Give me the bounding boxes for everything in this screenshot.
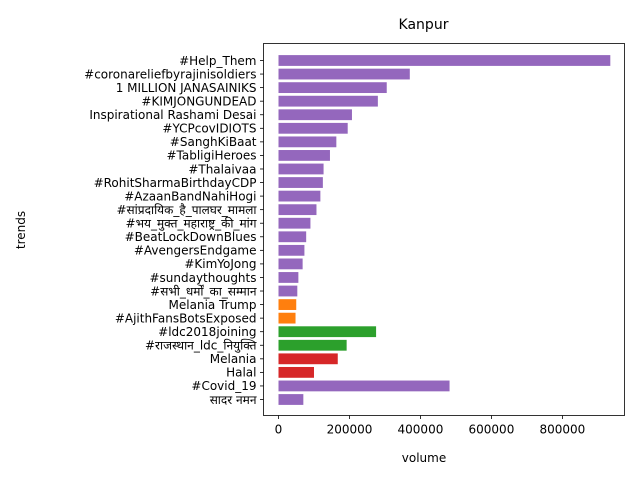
bar (278, 326, 377, 338)
y-tick-label: #SanghKiBaat (170, 135, 257, 149)
y-tick-label: #सभी_धर्मों_का_सम्मान (150, 284, 257, 298)
chart-title: Kanpur (399, 17, 449, 33)
y-tick-label: सादर नमन (210, 393, 257, 407)
y-tick-label: #RohitSharmaBirthdayCDP (94, 176, 257, 190)
y-tick-labels: #Help_Them#coronareliefbyrajinisoldiers1… (84, 54, 264, 407)
y-tick-label: 1 MILLION JANASAINIKS (116, 81, 257, 95)
bar (278, 231, 307, 243)
y-tick-label: #ldc2018joining (158, 325, 256, 339)
bar (278, 353, 338, 365)
bar (278, 312, 296, 324)
bar (278, 82, 387, 94)
y-tick-label: #TabligiHeroes (166, 149, 256, 163)
bar (278, 285, 298, 297)
y-tick-label: #राजस्थान_ldc_नियुक्ति (145, 339, 258, 354)
y-tick-label: Melania (210, 352, 257, 366)
y-tick-label: #sundaythoughts (149, 271, 256, 285)
bar (278, 244, 305, 256)
bar (278, 394, 304, 405)
bar (278, 122, 348, 134)
x-tick-label: 200000 (327, 423, 373, 437)
bar (278, 68, 410, 80)
bar (278, 272, 299, 283)
bar (278, 177, 323, 188)
x-ticks: 0 200000 400000 600000 800000 (275, 415, 585, 437)
bar (278, 109, 352, 121)
x-tick-label: 0 (275, 423, 283, 437)
y-tick-label: #AvengersEndgame (134, 244, 257, 258)
bars-group (278, 55, 611, 405)
y-tick-label: #coronareliefbyrajinisoldiers (84, 67, 256, 81)
bar (278, 95, 378, 107)
y-tick-label: #AzaanBandNahiHogi (124, 189, 256, 203)
bar (278, 366, 314, 378)
plot-frame (263, 43, 625, 416)
bar (278, 150, 330, 161)
y-axis-label: trends (14, 211, 28, 249)
bar (278, 163, 324, 175)
y-tick-label: #Help_Them (179, 54, 256, 68)
x-axis-label: volume (402, 451, 446, 465)
bar (278, 136, 337, 148)
bar (278, 217, 311, 229)
bar (278, 339, 347, 351)
y-tick-label: Inspirational Rashami Desai (89, 108, 256, 122)
y-tick-label: #KIMJONGUNDEAD (141, 94, 256, 108)
bar (278, 258, 303, 270)
y-tick-label: #AjithFansBotsExposed (115, 311, 257, 325)
bar (278, 190, 321, 202)
bar (278, 204, 317, 216)
x-tick-label: 600000 (469, 423, 515, 437)
y-tick-label: #Covid_19 (191, 379, 256, 393)
y-tick-label: #भय_मुक्त_महाराष्ट्र_की_मांग (126, 217, 257, 232)
y-tick-label: #YCPcovIDIOTS (162, 122, 256, 136)
y-tick-label: #सांप्रदायिक_है_पालघर_मामला (116, 203, 257, 217)
x-tick-label: 400000 (398, 423, 444, 437)
bar (278, 299, 297, 310)
y-tick-label: #KimYoJong (184, 257, 256, 271)
y-tick-label: #BeatLockDownBlues (125, 230, 257, 244)
bar (278, 380, 450, 392)
y-tick-label: Melania Trump (169, 298, 257, 312)
y-tick-label: #Thalaivaa (188, 162, 256, 176)
x-tick-label: 800000 (539, 423, 585, 437)
y-tick-label: Halal (226, 366, 256, 380)
bar (278, 55, 611, 66)
